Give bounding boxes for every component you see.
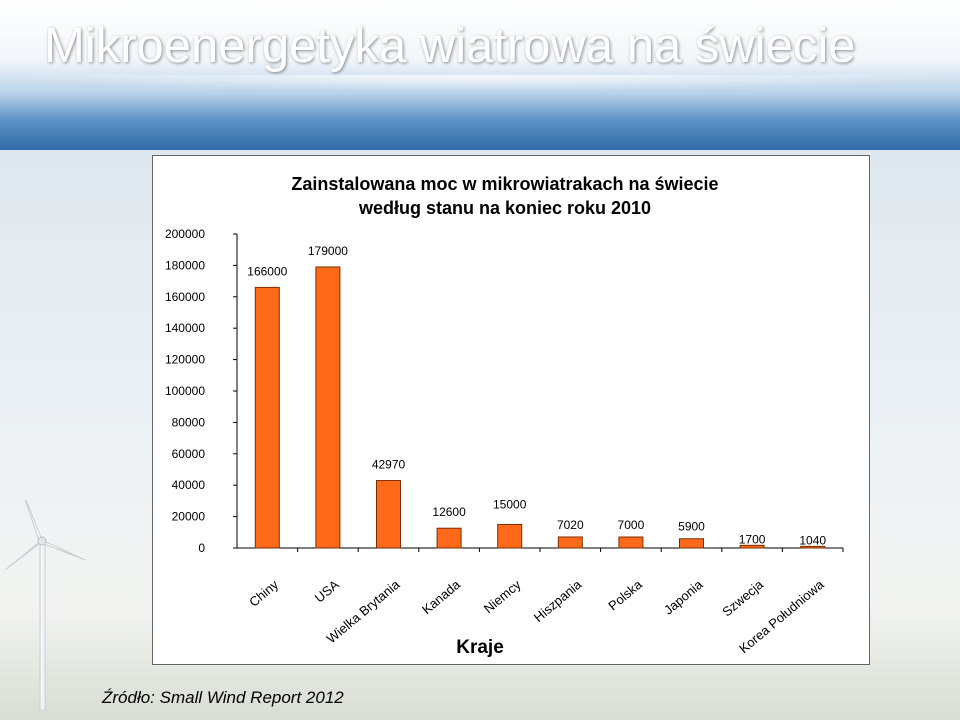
y-tick-label: 120000 [165,353,205,367]
data-label: 1700 [739,532,766,546]
title-banner [0,0,960,150]
bar [739,544,765,549]
slide-title: Mikroenergetyka wiatrowa na świecie [44,19,856,73]
data-label: 12600 [432,505,466,519]
x-tick-label: USA [312,577,342,606]
x-tick-label: Japonia [661,576,706,617]
x-tick-label: Polska [605,576,645,613]
x-axis-label: Kraje [456,637,504,658]
bar [497,523,523,549]
chart-title: Zainstalowana moc w mikrowiatrakach na ś… [291,174,718,194]
data-label: 15000 [493,497,527,511]
y-tick-label: 200000 [165,227,205,241]
bar [557,536,583,549]
x-tick-label: Szwecja [719,576,766,619]
bar [315,266,341,549]
data-label: 5900 [678,520,705,534]
x-tick-label: Hiszpania [531,576,585,625]
x-tick-label: Kanada [419,576,464,617]
bar [679,538,704,549]
x-tick-label: Niemcy [481,576,524,616]
bar [376,480,401,549]
bar [800,545,826,549]
bar [618,536,644,549]
y-tick-label: 140000 [165,321,205,335]
y-tick-label: 80000 [172,415,206,429]
y-tick-label: 40000 [172,478,206,492]
data-label: 42970 [372,458,406,472]
bar-chart: Zainstalowana moc w mikrowiatrakach na ś… [118,174,844,658]
data-label: 7000 [618,518,645,532]
y-tick-label: 180000 [165,258,205,272]
x-tick-label: Chiny [246,576,281,609]
bar [436,527,462,549]
data-label: 179000 [308,244,348,258]
data-label: 166000 [247,264,287,278]
y-tick-label: 0 [198,541,205,555]
data-label: 7020 [557,518,584,532]
chart-title: według stanu na koniec roku 2010 [358,198,651,218]
chart-frame: Zainstalowana moc w mikrowiatrakach na ś… [118,155,870,665]
y-tick-label: 60000 [172,447,206,461]
data-label: 1040 [799,533,826,547]
source-note: Źródło: Small Wind Report 2012 [102,688,344,707]
bar [254,286,280,549]
y-tick-label: 20000 [172,510,206,524]
y-tick-label: 160000 [165,290,205,304]
y-tick-label: 100000 [165,384,205,398]
wind-turbine-icon [4,500,86,710]
